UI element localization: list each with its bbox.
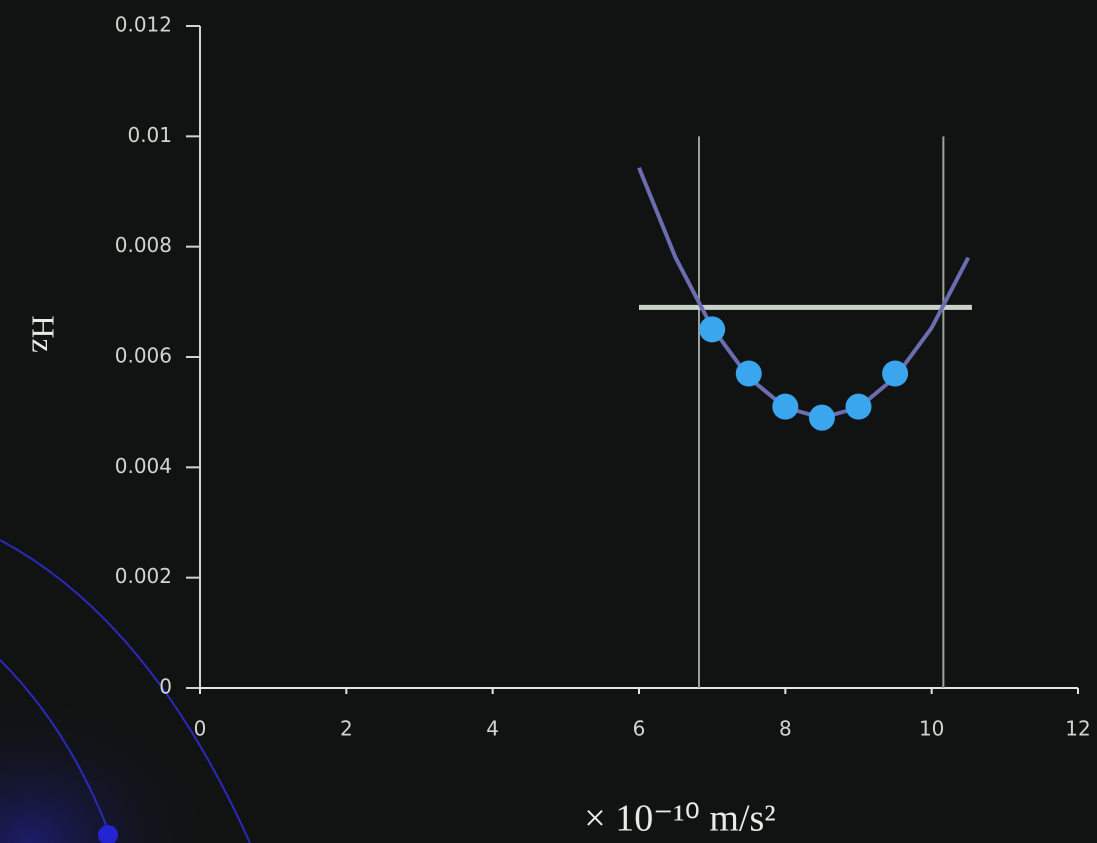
data-point — [845, 393, 872, 420]
y-tick-label: 0.01 — [127, 123, 172, 147]
y-axis-label: Hz — [26, 315, 62, 352]
y-tick-label: 0.006 — [115, 344, 172, 368]
x-tick-label: 12 — [1065, 717, 1090, 741]
decor-arc — [0, 659, 111, 836]
data-point — [735, 360, 762, 387]
background-glow — [0, 600, 300, 843]
data-point — [699, 316, 726, 343]
y-tick-label: 0.012 — [115, 13, 172, 37]
y-tick-label: 0.008 — [115, 233, 172, 257]
decor-dot — [98, 825, 118, 843]
x-tick-label: 0 — [194, 717, 207, 741]
x-tick-label: 6 — [633, 717, 646, 741]
y-tick-label: 0.002 — [115, 564, 172, 588]
data-point — [772, 393, 799, 420]
x-tick-label: 8 — [779, 717, 792, 741]
y-tick-label: 0 — [159, 675, 172, 699]
y-tick-label: 0.004 — [115, 454, 172, 478]
decor-arc — [0, 539, 251, 843]
data-point — [882, 360, 909, 387]
x-tick-label: 2 — [340, 717, 353, 741]
x-tick-label: 4 — [486, 717, 499, 741]
fit-curve — [637, 167, 971, 420]
x-tick-label: 10 — [919, 717, 944, 741]
data-point — [808, 404, 835, 431]
x-axis-label: × 10⁻¹⁰ m/s² — [584, 798, 775, 840]
